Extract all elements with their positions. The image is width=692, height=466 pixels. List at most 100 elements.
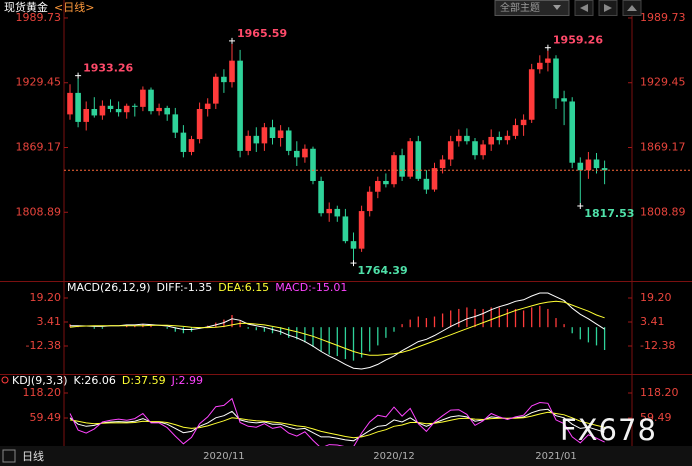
- theme-button-label[interactable]: 全部主题: [500, 1, 540, 14]
- high-label: 1933.26: [83, 62, 133, 75]
- candle-body: [415, 141, 422, 179]
- period-label[interactable]: 日线: [22, 449, 44, 463]
- candle-body: [407, 141, 413, 177]
- kdj-settings-icon[interactable]: [1, 376, 9, 384]
- legend-entry: K:26.06: [74, 374, 116, 387]
- candle-body: [553, 58, 559, 99]
- legend-entry: J:2.99: [171, 374, 203, 387]
- candle-body: [601, 168, 608, 171]
- candle-body: [91, 109, 98, 116]
- candle-body: [326, 208, 332, 214]
- candle-body: [156, 107, 162, 112]
- legend-entry: DIFF:-1.35: [157, 281, 213, 294]
- candle-body: [585, 159, 592, 171]
- candle-body: [334, 208, 341, 217]
- candle-body: [512, 125, 519, 136]
- candle-body: [75, 92, 81, 122]
- legend-entry: MACD:-15.01: [275, 281, 347, 294]
- candle-body: [229, 60, 235, 83]
- candle-body: [545, 58, 551, 63]
- candle-body: [180, 132, 187, 152]
- candle-body: [99, 105, 106, 116]
- candle-body: [561, 98, 567, 102]
- x-axis: 2020/11 2020/12 2021/01: [203, 451, 577, 462]
- candle-body: [504, 135, 511, 141]
- indicator-line: [69, 300, 605, 356]
- candle-body: [431, 168, 438, 190]
- candle-body: [148, 89, 154, 112]
- candle-body: [439, 159, 446, 169]
- y-tick-label-right: 1869.17: [640, 140, 686, 153]
- candle-body: [221, 76, 227, 83]
- candle-body: [496, 136, 503, 141]
- bottom-bar-bg: [0, 446, 692, 466]
- candle-body: [366, 191, 373, 212]
- theme-button[interactable]: [494, 0, 570, 16]
- frame: [0, 0, 692, 446]
- x-tick-label: 2021/01: [535, 451, 577, 462]
- watermark: FX678: [560, 413, 657, 447]
- candle-body: [67, 92, 73, 115]
- y-tick-label-right: 19.20: [640, 291, 672, 304]
- x-tick-label: 2020/11: [203, 451, 245, 462]
- candle-body: [375, 180, 381, 192]
- candle-body: [277, 130, 284, 139]
- candle-body: [391, 155, 397, 185]
- legend-entry: D:37.59: [122, 374, 166, 387]
- candle-body: [115, 109, 122, 113]
- y-tick-label: 3.41: [37, 315, 62, 328]
- indicator-title: MACD(26,12,9): [67, 281, 151, 294]
- candle-body: [456, 135, 462, 142]
- y-tick-label: 1929.45: [16, 76, 62, 89]
- y-tick-label: 59.49: [30, 411, 62, 424]
- next-icon: [604, 4, 612, 12]
- candle-body: [383, 180, 389, 185]
- dropdown-arrow[interactable]: [553, 5, 561, 10]
- low-label: 1764.39: [358, 264, 408, 277]
- indicator-line: [69, 411, 605, 439]
- candle-body: [310, 148, 316, 181]
- candle-body: [140, 89, 146, 107]
- candle-body: [350, 241, 357, 249]
- indicator-line: [69, 397, 605, 449]
- candle-body: [294, 150, 300, 158]
- y-tick-label-right: 118.20: [640, 386, 679, 399]
- legend-entry: DEA:6.15: [218, 281, 269, 294]
- candle-body: [593, 159, 600, 169]
- candle-body: [164, 107, 170, 115]
- high-label: 1959.26: [553, 34, 603, 47]
- candle-body: [472, 141, 478, 156]
- prev-icon: [580, 4, 588, 12]
- y-tick-label-right: 1929.45: [640, 76, 686, 89]
- candle-body: [488, 136, 494, 145]
- chart-subtitle: <日线>: [54, 0, 94, 14]
- y-tick-label-right: -12.38: [640, 339, 675, 352]
- candle-body: [423, 178, 430, 190]
- candle-body: [358, 211, 365, 249]
- chart-title: 现货黄金: [4, 0, 48, 14]
- plot-layer: 1989.73 1989.73 1929.45 1929.45 1869.17 1869.…: [4, 0, 692, 449]
- candle-body: [302, 148, 308, 158]
- y-tick-label: 19.20: [30, 291, 62, 304]
- candle-body: [520, 119, 527, 126]
- y-tick-label: 1808.89: [16, 205, 62, 218]
- candle-body: [213, 76, 219, 104]
- y-tick-label-right: 3.41: [640, 315, 665, 328]
- y-tick-label-right: 1989.73: [640, 11, 686, 24]
- bottom-bar: 日线: [0, 446, 692, 466]
- y-tick-label-right: 1808.89: [640, 205, 686, 218]
- y-tick-label: 1869.17: [16, 140, 62, 153]
- candle-body: [318, 180, 324, 214]
- candle-body: [399, 155, 405, 177]
- x-tick-label: 2020/12: [373, 451, 415, 462]
- candle-body: [480, 144, 486, 156]
- candle-body: [447, 141, 454, 160]
- theme-control[interactable]: 全部主题: [494, 0, 642, 16]
- y-tick-label: -12.38: [26, 339, 61, 352]
- candle-body: [569, 101, 575, 163]
- period-icon[interactable]: [2, 449, 16, 463]
- low-label: 1817.53: [584, 207, 634, 220]
- candle-body: [261, 127, 268, 144]
